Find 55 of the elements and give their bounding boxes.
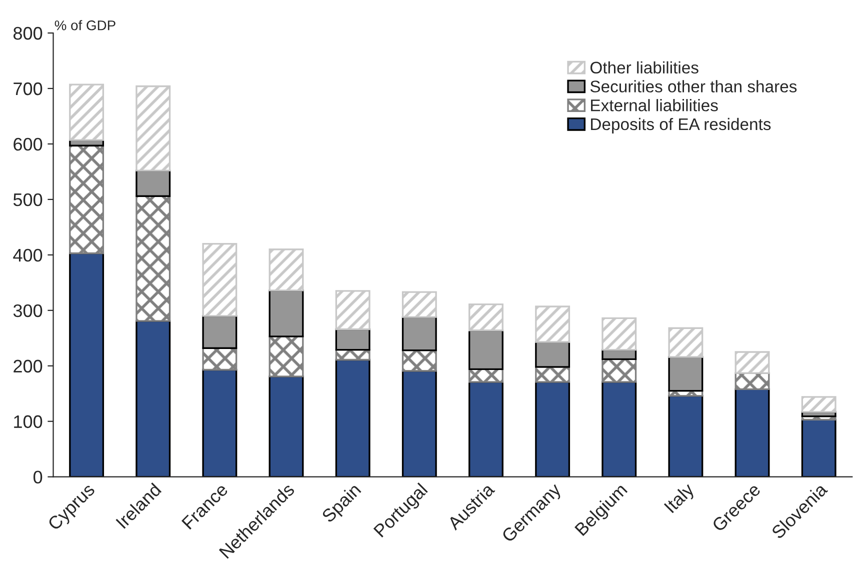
bar — [69, 84, 104, 141]
bar — [402, 291, 437, 318]
bar — [335, 358, 370, 477]
y-axis-title: % of GDP — [54, 20, 116, 30]
bar — [136, 85, 171, 172]
bar — [734, 388, 770, 477]
y-tick-label: 300 — [13, 304, 42, 318]
bar — [69, 144, 104, 254]
bar — [801, 396, 836, 413]
bar — [402, 316, 437, 352]
bar — [468, 368, 504, 383]
bar — [335, 290, 370, 330]
bar — [202, 368, 238, 477]
bar — [801, 418, 836, 477]
bar — [69, 252, 104, 477]
bar — [402, 350, 437, 372]
y-tick-label: 600 — [14, 138, 42, 151]
y-tick-label: 200 — [14, 360, 42, 373]
y-tick-label: 700 — [14, 82, 42, 96]
x-tick-label: Italy — [663, 482, 698, 516]
bar — [268, 336, 304, 378]
bar — [136, 320, 171, 477]
y-tick-label: 100 — [14, 415, 42, 428]
bar — [602, 358, 637, 383]
bar — [202, 242, 238, 317]
bar — [202, 347, 238, 371]
bar — [468, 303, 504, 332]
y-tick-label: 800 — [14, 26, 42, 40]
legend-label: Securities other than shares — [590, 80, 797, 92]
bar — [268, 248, 304, 292]
y-tick-label: 400 — [13, 248, 42, 262]
bar — [335, 328, 370, 351]
legend-label: Other liabilities — [590, 61, 698, 74]
bar — [668, 394, 704, 477]
bar — [668, 327, 704, 358]
bar — [268, 376, 304, 477]
bar — [734, 351, 770, 374]
bar — [202, 315, 238, 349]
legend-label: Deposits of EA residents — [591, 118, 771, 134]
bar — [402, 370, 437, 477]
bar — [602, 381, 637, 477]
bar — [468, 381, 504, 477]
bar — [535, 366, 570, 383]
bar — [535, 381, 570, 477]
bar — [268, 290, 304, 338]
bar — [136, 195, 171, 322]
bar — [136, 170, 171, 197]
y-tick-label: 0 — [34, 470, 42, 484]
y-tick-label: 500 — [13, 193, 42, 206]
bar — [668, 356, 704, 392]
bar — [468, 330, 504, 370]
legend-label: External liabilities — [591, 99, 718, 112]
bar — [602, 317, 637, 351]
bar — [535, 341, 570, 368]
bar — [535, 306, 570, 343]
